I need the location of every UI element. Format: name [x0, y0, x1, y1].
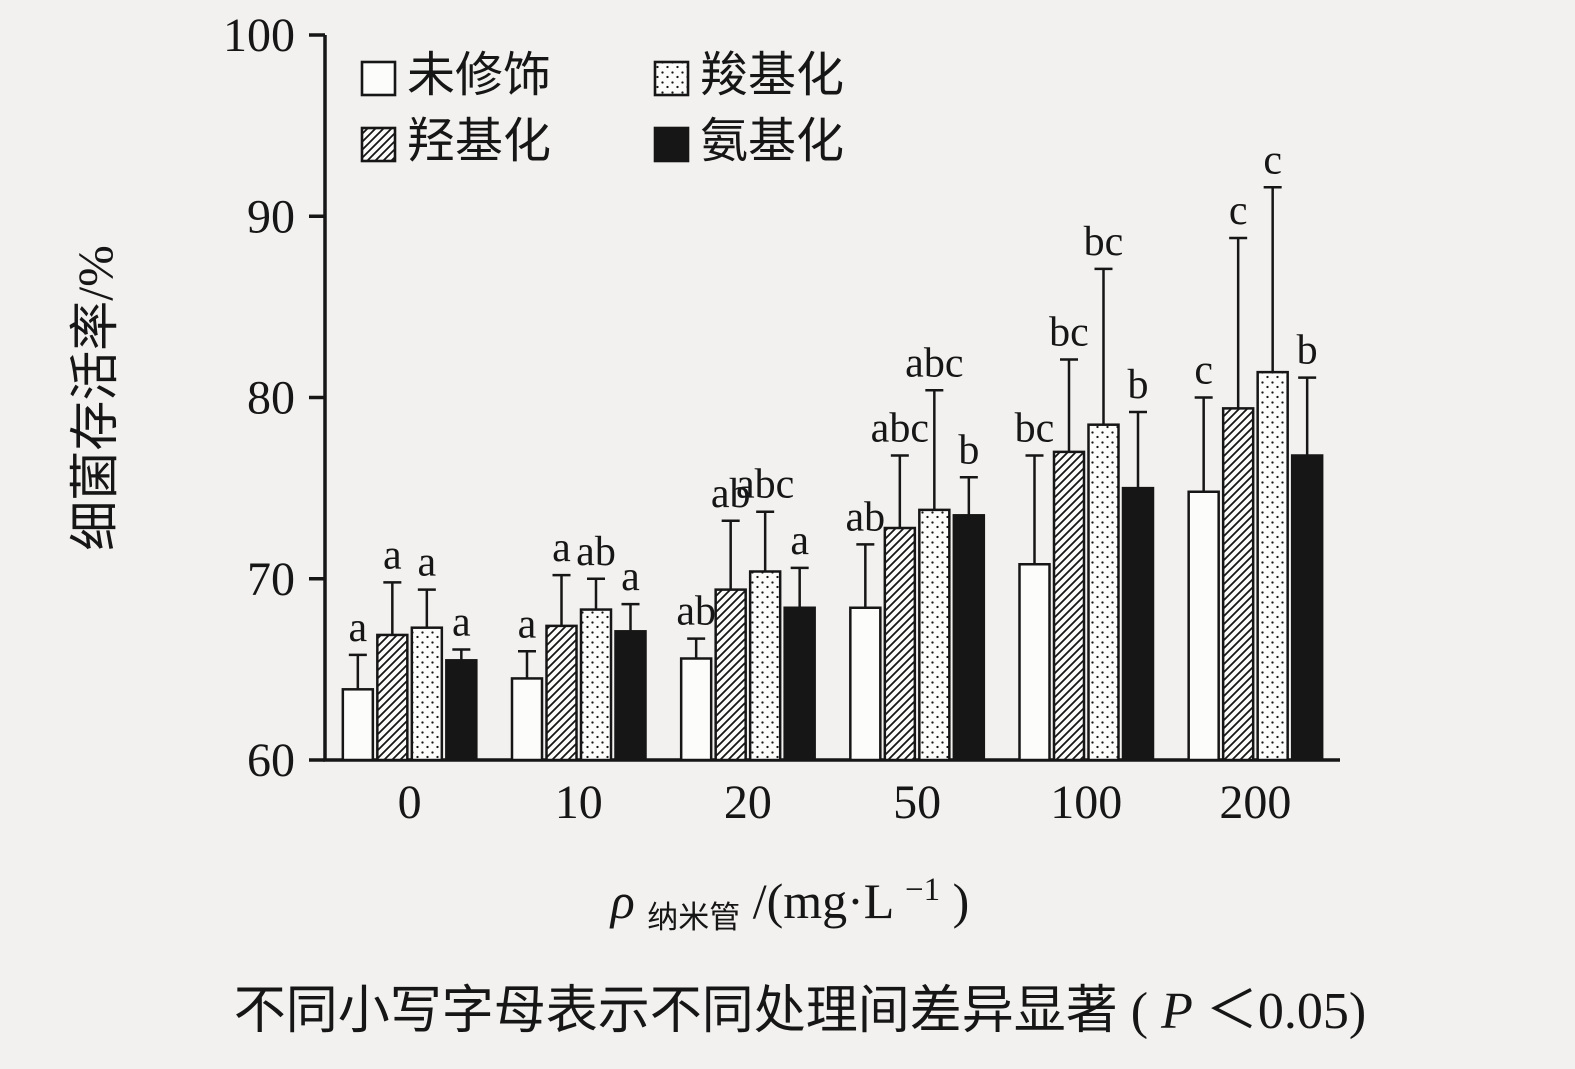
bar-solid	[1121, 486, 1155, 762]
bar-open	[510, 677, 544, 762]
legend-label: 羟基化	[407, 115, 551, 168]
x-axis-label: ρ 纳米管 /(mg·L −1 )	[609, 855, 970, 939]
x-tick-label: 10	[555, 776, 603, 829]
legend-swatch-solid	[653, 126, 690, 163]
significance-letter: abc	[736, 462, 794, 508]
bar-open	[1187, 490, 1220, 762]
caption-pre: 不同小写字母表示不同处理间差异显著 (	[234, 983, 1148, 1040]
significance-letter: a	[552, 525, 571, 571]
x-axis-label-sup: −1	[905, 872, 940, 908]
significance-letter: bc	[1049, 309, 1089, 355]
x-tick-label: 50	[893, 776, 941, 829]
bar-solid	[1290, 454, 1324, 762]
bar-hatch	[714, 588, 747, 762]
x-tick-label: 20	[724, 776, 772, 829]
significance-letter: a	[452, 599, 471, 645]
caption-post: ＜0.05)	[1206, 983, 1366, 1040]
significance-letter: bc	[1015, 406, 1055, 452]
bar-solid	[614, 630, 647, 762]
bar-dot	[918, 508, 951, 762]
bar-open	[679, 657, 713, 762]
caption: 不同小写字母表示不同处理间差异显著 ( P ＜0.05)	[234, 983, 1366, 1040]
bar-hatch	[1221, 407, 1255, 762]
significance-letter: c	[1229, 188, 1248, 234]
y-tick-label: 100	[223, 9, 295, 62]
significance-letter: b	[958, 427, 979, 473]
significance-letter: b	[1297, 328, 1318, 374]
bar-solid	[952, 514, 986, 762]
significance-letter: b	[1128, 362, 1149, 408]
bar-hatch	[1052, 450, 1086, 762]
x-axis-label-mid: /(mg·L	[753, 873, 893, 929]
significance-letter: a	[621, 554, 640, 600]
bar-hatch	[883, 526, 917, 762]
x-axis-label-end: )	[953, 873, 970, 929]
bar-dot	[579, 608, 613, 762]
significance-letter: a	[418, 540, 437, 586]
bar-open	[341, 688, 375, 762]
significance-letter: a	[518, 601, 537, 647]
y-axis-label: 细菌存活率/%	[67, 245, 123, 551]
bar-dot	[410, 626, 444, 762]
bar-hatch	[545, 624, 578, 762]
bar-dot	[748, 570, 782, 762]
bar-solid	[783, 606, 816, 762]
legend-swatch-hatch	[360, 126, 397, 163]
x-tick-label: 0	[398, 776, 422, 829]
x-axis-label-sub: 纳米管	[647, 900, 740, 935]
x-tick-label: 200	[1219, 776, 1291, 829]
y-tick-label: 60	[247, 734, 295, 787]
significance-letter: a	[383, 532, 402, 578]
significance-letter: ab	[711, 471, 751, 517]
bar-open	[1018, 563, 1051, 762]
significance-letter: c	[1194, 348, 1213, 394]
legend-swatch-open	[360, 60, 397, 97]
y-tick-label: 80	[247, 372, 295, 425]
legend-label: 羧基化	[700, 49, 844, 102]
significance-letter: a	[790, 518, 809, 564]
significance-letter: ab	[676, 589, 716, 635]
bar-open	[849, 606, 882, 762]
y-tick-label: 90	[247, 190, 295, 243]
legend-swatch-dot	[653, 60, 690, 97]
significance-letter: c	[1263, 137, 1282, 183]
significance-letter: bc	[1084, 219, 1124, 265]
x-tick-label: 100	[1050, 776, 1122, 829]
significance-letter: ab	[846, 494, 886, 540]
y-tick-label: 70	[247, 553, 295, 606]
bar-solid	[445, 659, 478, 762]
significance-letter: abc	[871, 406, 929, 452]
caption-italic: P	[1160, 983, 1193, 1040]
x-axis-label-rho: ρ	[609, 873, 635, 929]
bar-hatch	[376, 633, 409, 762]
significance-letter: abc	[905, 340, 963, 386]
significance-letter: ab	[576, 529, 616, 575]
significance-letter: a	[349, 605, 368, 651]
legend-label: 未修饰	[407, 49, 551, 102]
legend-label: 氨基化	[700, 115, 844, 168]
bar-dot	[1256, 370, 1289, 762]
bar-dot	[1087, 423, 1120, 762]
